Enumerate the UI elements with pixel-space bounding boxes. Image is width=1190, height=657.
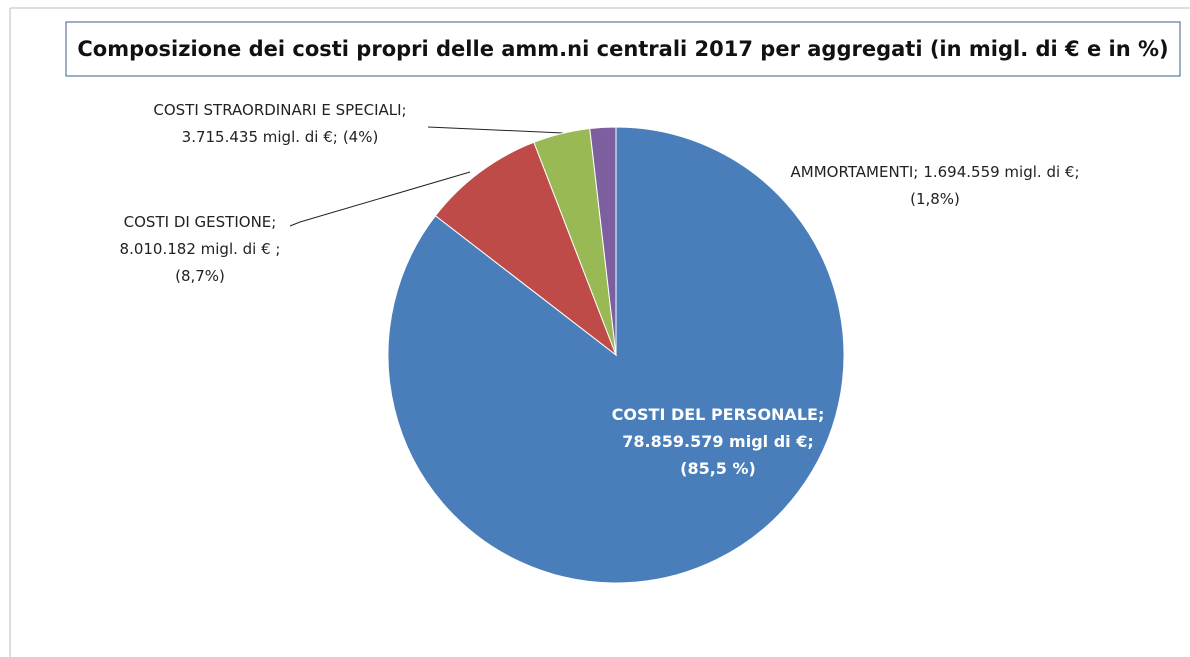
data-label-part: (4%) bbox=[343, 128, 379, 146]
data-label-part: (8,7%) bbox=[175, 267, 225, 285]
leader-line bbox=[289, 171, 471, 227]
pie-slice bbox=[387, 126, 845, 584]
data-label-part: COSTI DI GESTIONE; bbox=[124, 213, 277, 231]
data-label-part: 8.010.182 migl. di € ; bbox=[120, 240, 281, 258]
data-label-part: (1,8%) bbox=[910, 190, 960, 208]
data-label: 8.010.182 migl. di € ; bbox=[120, 240, 281, 258]
data-label: AMMORTAMENTI; 1.694.559 migl. di €; bbox=[791, 163, 1080, 181]
leader-line bbox=[427, 126, 564, 134]
pie-slice bbox=[589, 126, 617, 356]
data-label: COSTI STRAORDINARI E SPECIALI; bbox=[153, 101, 406, 119]
data-label-part: AMMORTAMENTI; bbox=[791, 163, 919, 181]
data-label-part: COSTI STRAORDINARI E SPECIALI; bbox=[153, 101, 406, 119]
title-box bbox=[65, 21, 1181, 77]
data-label-part: 1.694.559 migl. di €; bbox=[923, 163, 1079, 181]
data-label-part: 78.859.579 migl di €; bbox=[622, 432, 814, 451]
data-label: COSTI DI GESTIONE; bbox=[124, 213, 277, 231]
data-label-part: 3.715.435 migl. di €; bbox=[182, 128, 338, 146]
pie-slice bbox=[434, 141, 618, 357]
data-label: (8,7%) bbox=[175, 267, 225, 285]
data-label: (1,8%) bbox=[910, 190, 960, 208]
data-label: (85,5 %) bbox=[680, 459, 756, 478]
data-label-part: COSTI DEL PERSONALE; bbox=[612, 405, 825, 424]
data-label: 3.715.435 migl. di €; (4%) bbox=[182, 128, 379, 146]
chart-title: Composizione dei costi propri delle amm.… bbox=[77, 37, 1168, 61]
data-label-part: (85,5 %) bbox=[680, 459, 756, 478]
data-label: 78.859.579 migl di €; bbox=[622, 432, 814, 451]
data-label: COSTI DEL PERSONALE; bbox=[612, 405, 825, 424]
